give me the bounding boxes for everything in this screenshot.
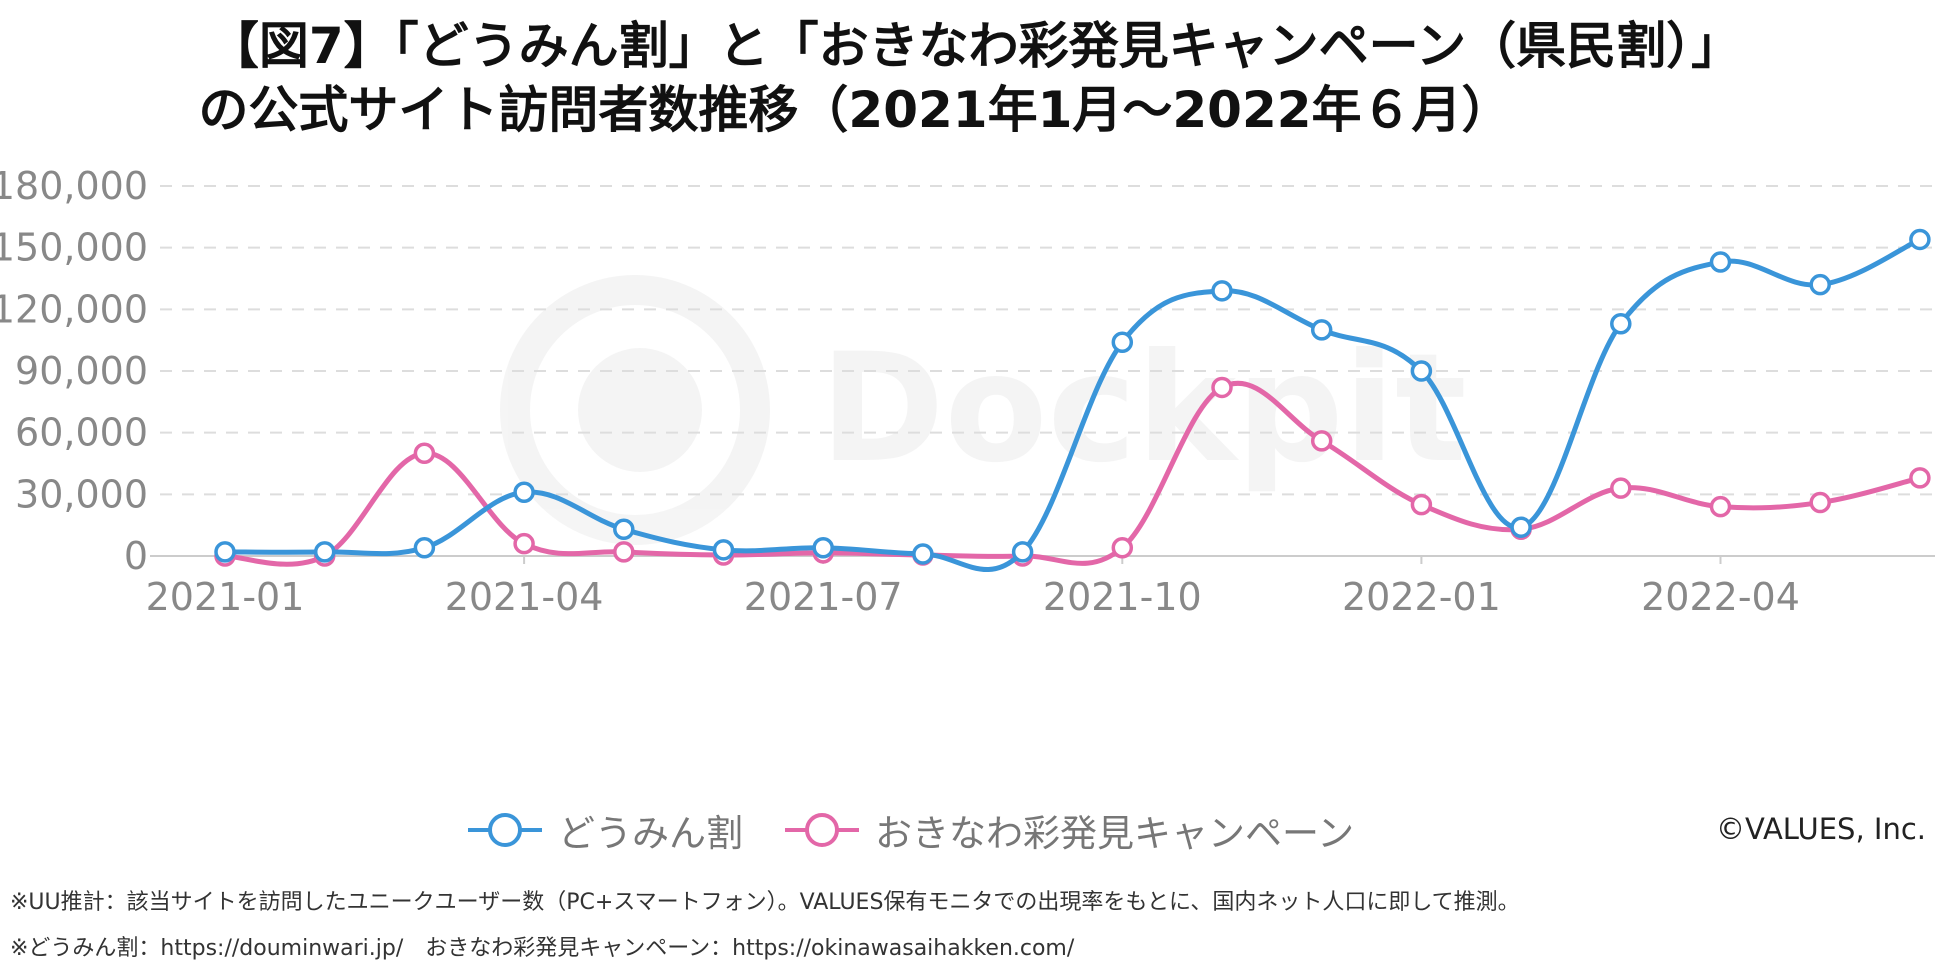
y-tick-label: 150,000 xyxy=(0,226,148,270)
data-point[interactable] xyxy=(1909,467,1931,489)
data-point[interactable] xyxy=(613,518,635,541)
x-tick-label: 2021-10 xyxy=(1043,575,1202,619)
x-tick-label: 2021-04 xyxy=(445,575,604,619)
line-chart: Dockpit 0 30,000 60,000 90,000 120,000 150,00… xyxy=(0,164,1935,619)
footnote-uu: ※UU推計：該当サイトを訪問したユニークユーザー数（PC+スマートフォン）。VA… xyxy=(10,890,1520,915)
x-tick-label: 2022-01 xyxy=(1342,575,1501,619)
grid xyxy=(160,185,1935,496)
series-group xyxy=(214,228,1931,573)
data-point[interactable] xyxy=(1510,516,1532,538)
legend-marker-series2 xyxy=(785,813,859,847)
watermark-text: Dockpit xyxy=(820,322,1467,496)
y-tick-label: 120,000 xyxy=(0,287,148,331)
x-tick-label: 2021-01 xyxy=(146,575,305,619)
data-point[interactable] xyxy=(1211,376,1233,399)
y-tick-label: 30,000 xyxy=(15,472,148,516)
data-point[interactable] xyxy=(1310,319,1333,341)
data-point[interactable] xyxy=(513,532,535,555)
series-1 xyxy=(214,228,1931,573)
legend-item-series2[interactable]: おきなわ彩発見キャンペーン xyxy=(783,803,1354,857)
data-point[interactable] xyxy=(513,481,535,504)
data-point[interactable] xyxy=(313,541,336,563)
data-point[interactable] xyxy=(1211,280,1233,302)
x-axis: 2021-01 2021-04 2021-07 2021-10 2022-01 2022-… xyxy=(146,556,1800,619)
data-point[interactable] xyxy=(1111,331,1134,353)
data-point[interactable] xyxy=(1809,491,1831,514)
data-point[interactable] xyxy=(1709,251,1732,273)
data-point[interactable] xyxy=(1410,360,1433,382)
data-point[interactable] xyxy=(1909,228,1931,251)
data-point[interactable] xyxy=(413,537,436,559)
data-point[interactable] xyxy=(912,543,934,565)
y-tick-label: 60,000 xyxy=(15,411,148,455)
data-point[interactable] xyxy=(1011,541,1034,563)
chart-title-line1: 【図7】「どうみん割」と「おきなわ彩発見キャンペーン（県民割）」 xyxy=(208,17,1742,75)
chart-title-line2: の公式サイト訪問者数推移（2021年1月～2022年６月） xyxy=(198,81,1512,139)
y-tick-label: 90,000 xyxy=(15,349,148,393)
x-tick-label: 2022-04 xyxy=(1641,575,1800,619)
data-point[interactable] xyxy=(1610,477,1632,499)
x-tick-label: 2021-07 xyxy=(744,575,903,619)
legend-label-series2: おきなわ彩発見キャンペーン xyxy=(875,812,1355,855)
legend-item-series1[interactable]: どうみん割 xyxy=(466,803,743,857)
data-point[interactable] xyxy=(1610,312,1632,335)
data-point[interactable] xyxy=(1410,493,1433,516)
legend: どうみん割 おきなわ彩発見キャンペーン xyxy=(466,800,1394,860)
legend-label-series1: どうみん割 xyxy=(558,812,743,855)
data-point[interactable] xyxy=(1809,273,1831,296)
data-point[interactable] xyxy=(214,541,236,563)
copyright: ©VALUES, Inc. xyxy=(1715,812,1926,846)
data-point[interactable] xyxy=(1310,430,1333,452)
data-point[interactable] xyxy=(1111,537,1134,559)
y-tick-label: 0 xyxy=(124,534,148,578)
legend-marker-series1 xyxy=(468,813,542,847)
data-point[interactable] xyxy=(1709,495,1732,518)
data-point[interactable] xyxy=(413,442,436,464)
y-tick-label: 180,000 xyxy=(0,164,148,208)
data-point[interactable] xyxy=(613,541,635,563)
y-axis: 0 30,000 60,000 90,000 120,000 150,000 180,000 xyxy=(0,164,148,578)
data-point[interactable] xyxy=(812,537,834,559)
data-point[interactable] xyxy=(712,539,735,561)
footnote-sources: ※どうみん割：https://douminwari.jp/ おきなわ彩発見キャン… xyxy=(10,936,1075,961)
